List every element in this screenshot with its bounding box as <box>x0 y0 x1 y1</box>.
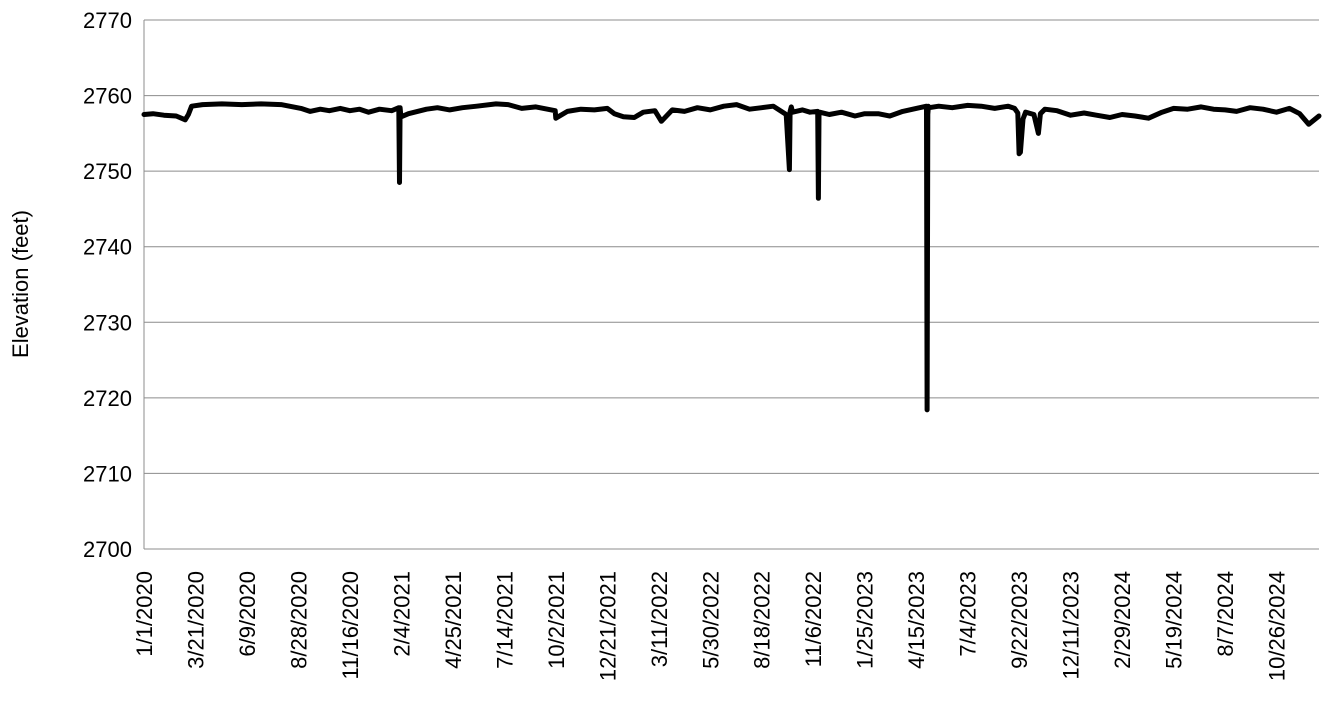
x-tick-label: 11/16/2020 <box>338 571 363 679</box>
horizontal-gridlines <box>144 19 1319 474</box>
x-tick-label: 2/29/2024 <box>1110 571 1135 669</box>
x-tick-label: 7/4/2023 <box>956 571 981 657</box>
y-tick-label: 2750 <box>83 159 132 184</box>
x-tick-label: 1/25/2023 <box>853 571 878 669</box>
x-tick-label: 10/26/2024 <box>1265 571 1290 681</box>
y-axis-tick-labels: 2700 2710 2720 2730 2740 2750 2760 2770 <box>83 8 132 562</box>
x-tick-label: 3/11/2022 <box>647 571 672 667</box>
x-tick-label: 7/14/2021 <box>492 571 517 669</box>
x-tick-label: 10/2/2021 <box>544 571 569 669</box>
y-tick-label: 2700 <box>83 537 132 562</box>
x-tick-label: 8/28/2020 <box>286 571 311 669</box>
x-tick-label: 12/11/2023 <box>1059 571 1084 679</box>
x-tick-label: 8/18/2022 <box>750 571 775 669</box>
x-tick-label: 1/1/2020 <box>132 571 157 657</box>
y-tick-label: 2760 <box>83 84 132 109</box>
axes <box>143 20 1319 550</box>
x-tick-label: 2/4/2021 <box>389 571 414 657</box>
y-tick-label: 2720 <box>83 386 132 411</box>
x-tick-label: 4/25/2021 <box>441 571 466 669</box>
x-tick-label: 11/6/2022 <box>801 571 826 667</box>
x-tick-label: 8/7/2024 <box>1213 571 1238 657</box>
y-tick-label: 2740 <box>83 235 132 260</box>
x-tick-label: 5/19/2024 <box>1162 571 1187 669</box>
y-axis-title: Elevation (feet) <box>8 210 33 358</box>
x-tick-label: 5/30/2022 <box>698 571 723 669</box>
series-layer <box>141 101 1322 413</box>
x-tick-label: 3/21/2020 <box>184 571 209 669</box>
series-line <box>141 101 1322 413</box>
x-tick-label: 4/15/2023 <box>904 571 929 669</box>
x-tick-label: 6/9/2020 <box>235 571 260 657</box>
y-tick-label: 2730 <box>83 310 132 335</box>
x-tick-label: 12/21/2021 <box>595 571 620 681</box>
x-tick-label: 9/22/2023 <box>1007 571 1032 669</box>
x-axis-tick-labels: 1/1/2020 3/21/2020 6/9/2020 8/28/2020 11/16/… <box>132 571 1290 681</box>
y-tick-label: 2770 <box>83 8 132 33</box>
y-tick-label: 2710 <box>83 461 132 486</box>
